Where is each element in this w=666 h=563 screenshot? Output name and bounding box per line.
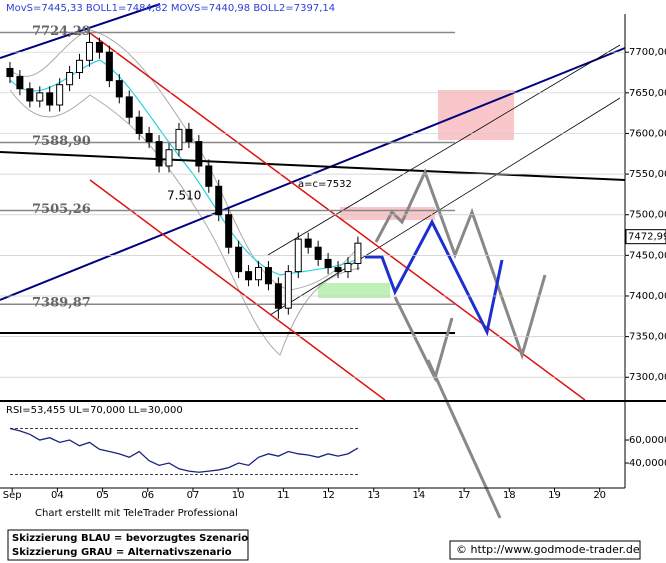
- channel-line: [89, 179, 386, 401]
- y-tick-label: 7450,00: [629, 250, 666, 261]
- y-tick-label: 7500,00: [629, 210, 666, 221]
- channel-line: [89, 32, 586, 401]
- last-price-box: [625, 229, 666, 245]
- y-tick-label: 7400,00: [629, 291, 666, 302]
- x-tick-label: 07: [187, 490, 200, 501]
- level-label: 7724,29: [32, 24, 91, 39]
- candle-body: [185, 128, 193, 143]
- candle-body: [215, 185, 223, 216]
- candle-body: [294, 238, 302, 273]
- candle-body: [46, 92, 54, 106]
- header: MovS=7445,33 BOLL1=7484,82 MOVS=7440,98 …: [6, 3, 335, 14]
- x-tick-label: 13: [367, 490, 380, 501]
- candle-body: [264, 267, 272, 285]
- y-tick-label: 7700,00: [629, 47, 666, 58]
- url-box: [449, 540, 641, 560]
- grey-scenario: [426, 359, 502, 519]
- legend-box: [7, 529, 249, 561]
- x-tick-label: 12: [322, 490, 335, 501]
- candle-body: [26, 88, 34, 102]
- y-tick-label: 7300,00: [629, 372, 666, 383]
- y-tick-label: 7650,00: [629, 88, 666, 99]
- candle-body: [314, 246, 322, 260]
- annotation: 7.510: [167, 189, 201, 203]
- trend-line: [0, 3, 161, 59]
- annotation: a=c=7532: [298, 179, 352, 190]
- legend-entry: Skizzierung BLAU = bevorzugtes Szenario: [12, 533, 248, 544]
- level-label: 7588,90: [32, 134, 91, 149]
- candle-body: [165, 149, 173, 167]
- level-label: 7505,26: [32, 202, 91, 217]
- blue-scenario: [365, 218, 504, 337]
- candle-body: [304, 238, 312, 248]
- candle-body: [334, 267, 342, 273]
- trend-line: [0, 151, 626, 181]
- candle-body: [56, 84, 64, 106]
- credit: Chart erstellt mit TeleTrader Profession…: [35, 508, 238, 519]
- candle-body: [354, 242, 362, 264]
- url: © http://www.godmode-trader.de: [456, 543, 640, 556]
- candle-body: [175, 128, 183, 151]
- trend-line: [267, 44, 621, 256]
- x-tick-label: 10: [232, 490, 245, 501]
- support-zone: [318, 283, 390, 298]
- candle-body: [195, 141, 203, 167]
- candle-body: [36, 92, 44, 102]
- rsi-title: RSI=53,455 UL=70,000 LL=30,000: [6, 405, 183, 416]
- trend-line: [269, 97, 621, 316]
- candle-body: [254, 267, 262, 281]
- candle-body: [66, 72, 74, 86]
- x-tick-label: 04: [51, 490, 64, 501]
- rsi-line: [9, 427, 359, 473]
- candle-body: [235, 246, 243, 273]
- candle-body: [135, 116, 143, 134]
- candle-body: [95, 41, 103, 53]
- candle-body: [225, 214, 233, 248]
- rsi-tick-label: 60,0000: [629, 435, 666, 446]
- candle-body: [6, 67, 14, 78]
- x-tick-label: 06: [141, 490, 154, 501]
- y-tick-label: 7600,00: [629, 128, 666, 139]
- x-tick-label: 11: [277, 490, 290, 501]
- x-tick-label: 14: [413, 490, 426, 501]
- candle-body: [344, 262, 352, 273]
- candle-body: [85, 41, 93, 61]
- candle-body: [16, 76, 24, 90]
- candle-body: [245, 271, 253, 281]
- y-tick-label: 7350,00: [629, 332, 666, 343]
- x-tick-label: 05: [96, 490, 109, 501]
- x-tick-label: 20: [593, 490, 606, 501]
- candle-body: [125, 96, 133, 118]
- legend-entry: Skizzierung GRAU = Alternativszenario: [12, 547, 232, 558]
- level-label: 7389,87: [32, 296, 91, 311]
- x-tick-label: 17: [458, 490, 471, 501]
- candle-body: [324, 258, 332, 269]
- last-price-label: 7472,99: [628, 232, 666, 243]
- candle-body: [284, 271, 292, 309]
- candle-body: [115, 80, 123, 98]
- rsi-tick-label: 40,0000: [629, 458, 666, 469]
- y-tick-label: 7550,00: [629, 169, 666, 180]
- grey-scenario: [374, 168, 547, 360]
- candle-body: [155, 141, 163, 167]
- candle-body: [145, 132, 153, 143]
- candle-body: [76, 59, 84, 74]
- candle-body: [274, 283, 282, 309]
- candle-body: [105, 51, 113, 82]
- x-tick-label: Sep: [3, 490, 22, 501]
- x-tick-label: 19: [548, 490, 561, 501]
- candle-body: [205, 165, 213, 187]
- x-tick-label: 18: [503, 490, 516, 501]
